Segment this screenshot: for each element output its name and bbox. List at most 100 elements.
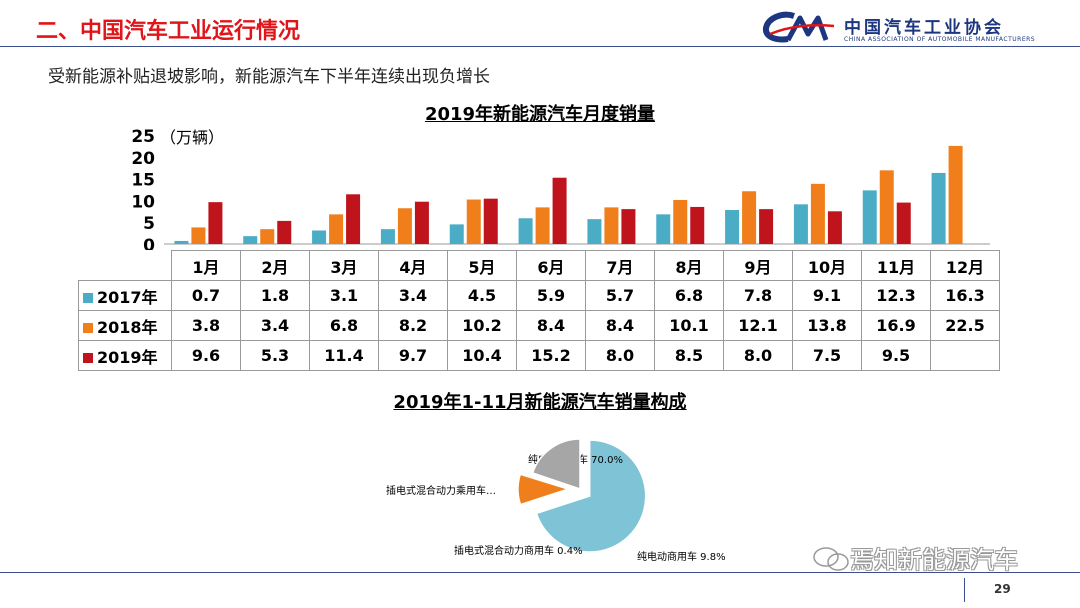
legend-label: 2019年 <box>97 347 158 367</box>
data-label: 12.1 <box>723 310 793 341</box>
y-tick-label: 25 <box>131 127 155 147</box>
bar-2017年-12月 <box>931 172 946 244</box>
bar-2018年-12月 <box>948 145 963 244</box>
bar-2019年-7月 <box>621 209 636 244</box>
bar-2019年-10月 <box>827 211 842 244</box>
data-label: 12.3 <box>861 280 931 311</box>
data-label: 22.5 <box>930 310 1000 341</box>
table-row: 2018年 3.8 3.4 6.8 8.2 10.2 8.4 8.4 10.1 12.1 13.8 1… <box>78 310 1000 341</box>
legend-label: 2018年 <box>97 317 158 337</box>
bar-2019年-5月 <box>483 198 498 244</box>
x-category-label: 8月 <box>654 250 724 281</box>
bar-2019年-2月 <box>277 220 292 244</box>
y-tick-label: 0 <box>143 236 155 250</box>
bar-2017年-5月 <box>449 224 464 244</box>
page-number: 29 <box>994 582 1011 596</box>
data-label: 3.1 <box>309 280 379 311</box>
x-category-label: 7月 <box>585 250 655 281</box>
caam-logo: 中国汽车工业协会 CHINA ASSOCIATION OF AUTOMOBILE… <box>760 10 1060 50</box>
bar-2019年-6月 <box>552 177 567 244</box>
logo-subtext: CHINA ASSOCIATION OF AUTOMOBILE MANUFACT… <box>844 36 1036 43</box>
bar-2017年-1月 <box>174 240 189 244</box>
bar-2018年-7月 <box>604 207 619 244</box>
bar-2018年-3月 <box>329 214 344 244</box>
bar-2019年-1月 <box>208 202 223 244</box>
pie-slice-1 <box>535 439 647 553</box>
legend-swatch <box>83 323 93 333</box>
data-label: 8.5 <box>654 340 724 371</box>
pie-chart-title: 2019年1-11月新能源汽车销量构成 <box>393 392 687 413</box>
bar-2018年-4月 <box>397 208 412 244</box>
pie-slice-label: 纯电动商用车 9.8% <box>637 550 726 563</box>
data-label: 10.4 <box>447 340 517 371</box>
table-row: 2017年 0.7 1.8 3.1 3.4 4.5 5.9 5.7 6.8 7.8 9.1 12.3 1… <box>78 280 1000 311</box>
caam-logo-icon <box>762 11 835 43</box>
data-label: 9.6 <box>171 340 241 371</box>
bar-2019年-3月 <box>346 194 361 244</box>
bar-2017年-6月 <box>518 218 533 244</box>
bar-2017年-4月 <box>380 229 395 244</box>
data-label: 16.3 <box>930 280 1000 311</box>
header-divider <box>0 46 1080 47</box>
bar-2017年-8月 <box>656 214 671 244</box>
page-number-separator <box>964 578 965 602</box>
legend-label: 2017年 <box>97 287 158 307</box>
data-label: 3.8 <box>171 310 241 341</box>
slide-section-title: 二、中国汽车工业运行情况 <box>36 19 301 44</box>
bar-2018年-11月 <box>879 170 894 244</box>
bar-2018年-10月 <box>810 183 825 244</box>
data-label: 4.5 <box>447 280 517 311</box>
table-row: 2019年 9.6 5.3 11.4 9.7 10.4 15.2 8.0 8.5 8.0 7.5 9.… <box>78 340 1000 371</box>
legend-entry: 2018年 <box>78 310 172 341</box>
x-category-label: 12月 <box>930 250 1000 281</box>
y-tick-label: 10 <box>131 192 155 212</box>
bar-2017年-7月 <box>587 219 602 244</box>
x-category-label: 2月 <box>240 250 310 281</box>
bar-2018年-8月 <box>673 199 688 244</box>
data-label: 5.7 <box>585 280 655 311</box>
bar-2018年-1月 <box>191 227 206 244</box>
bar-2019年-8月 <box>690 206 705 244</box>
bar-2017年-10月 <box>793 204 808 244</box>
footer-divider <box>0 572 1080 573</box>
bar-2019年-4月 <box>414 201 429 244</box>
bar-chart-title: 2019年新能源汽车月度销量 <box>424 104 656 125</box>
bar-2019年-9月 <box>759 209 774 244</box>
data-label: 0.7 <box>171 280 241 311</box>
data-label: 1.8 <box>240 280 310 311</box>
monthly-sales-data-table: 1月 2月 3月 4月 5月 6月 7月 8月 9月 10月 11月 12月 2017年 0.7 1.8 3.… <box>78 250 1000 371</box>
data-label: 9.1 <box>792 280 862 311</box>
x-category-label: 10月 <box>792 250 862 281</box>
data-label: 9.5 <box>861 340 931 371</box>
y-tick-label: 5 <box>143 214 155 234</box>
pie-slice-2 <box>517 473 571 506</box>
data-label: 9.7 <box>378 340 448 371</box>
bar-2017年-9月 <box>725 209 740 244</box>
y-axis-unit-label: （万辆） <box>160 128 224 147</box>
bar-2018年-2月 <box>260 229 275 244</box>
x-category-label: 9月 <box>723 250 793 281</box>
slide-subtitle: 受新能源补贴退坡影响，新能源汽车下半年连续出现负增长 <box>48 67 490 87</box>
x-category-label: 3月 <box>309 250 379 281</box>
bar-2017年-3月 <box>312 230 327 244</box>
pie-slice-4 <box>531 438 581 491</box>
x-category-label: 1月 <box>171 250 241 281</box>
data-label: 11.4 <box>309 340 379 371</box>
bar-2018年-5月 <box>466 199 481 244</box>
data-label: 10.1 <box>654 310 724 341</box>
legend-swatch <box>83 293 93 303</box>
logo-text: 中国汽车工业协会 <box>844 18 1004 38</box>
data-label <box>930 340 1000 371</box>
data-label: 8.0 <box>723 340 793 371</box>
bar-2019年-11月 <box>896 202 911 244</box>
y-tick-label: 15 <box>131 171 155 191</box>
data-label: 15.2 <box>516 340 586 371</box>
bar-2017年-2月 <box>243 236 258 244</box>
legend-swatch <box>83 353 93 363</box>
data-label: 5.3 <box>240 340 310 371</box>
data-label: 8.4 <box>516 310 586 341</box>
y-tick-label: 20 <box>131 149 155 169</box>
data-label: 8.0 <box>585 340 655 371</box>
